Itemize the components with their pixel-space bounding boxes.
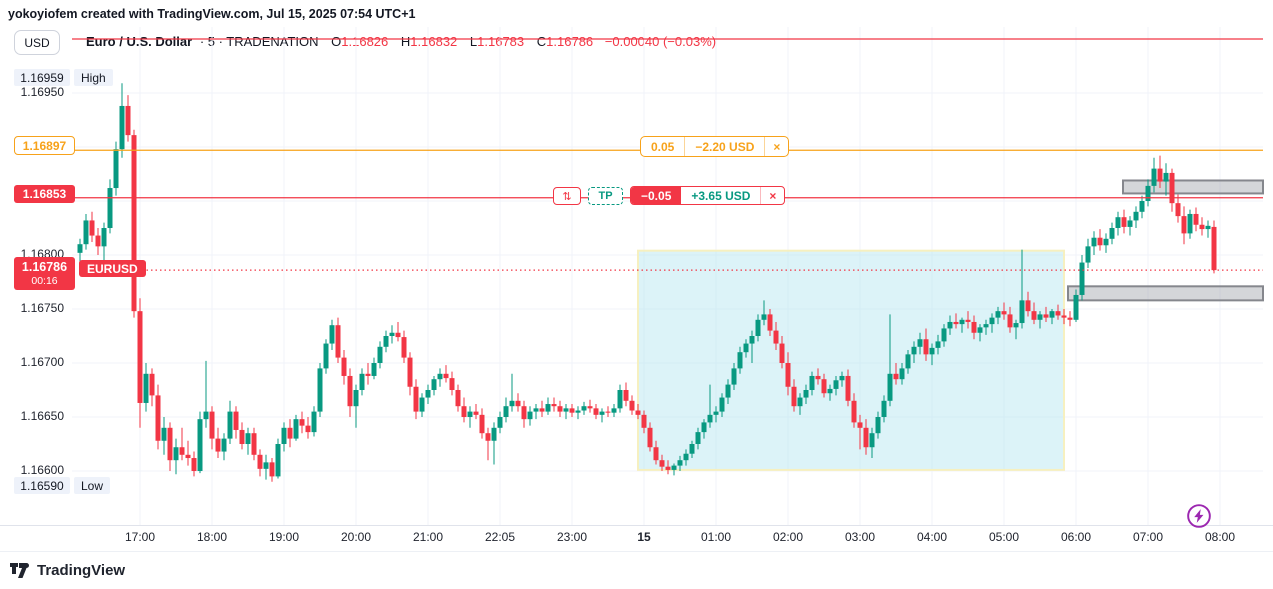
footer-separator [0, 551, 1273, 552]
change-value: −0.00040 (−0.03%) [604, 34, 717, 49]
attribution-text: yokoyiofem created with TradingView.com,… [8, 7, 416, 21]
tp-qty[interactable]: −0.05 [631, 187, 682, 204]
limit-order-pill[interactable]: 0.05 −2.20 USD × [640, 136, 790, 157]
time-axis-label: 02:00 [772, 530, 804, 544]
limit-order-qty[interactable]: 0.05 [641, 137, 686, 156]
time-axis-label: 08:00 [1204, 530, 1236, 544]
price-axis-label: 1.16750 [20, 301, 64, 315]
price-axis-label: 1.16600 [20, 463, 64, 477]
low-tag: Low [74, 477, 111, 494]
high-price-label: 1.16959 [14, 69, 70, 86]
time-axis-label: 03:00 [844, 530, 876, 544]
high-tag: High [74, 69, 113, 86]
ohlc-close: C1.16786 [536, 34, 594, 49]
symbol-meta: · 5 · TRADENATION [199, 34, 319, 49]
ohlc-open: O1.16826 [331, 34, 389, 49]
time-axis-label: 23:00 [556, 530, 588, 544]
time-axis-label: 04:00 [916, 530, 948, 544]
time-axis-label: 18:00 [196, 530, 228, 544]
time-axis-label: 15 [637, 530, 651, 544]
lightning-bolt-icon [1187, 504, 1211, 528]
limit-order-close-icon[interactable]: × [773, 139, 781, 154]
tradingview-logo-icon [10, 563, 29, 578]
reverse-position-button[interactable]: ⇅ [553, 187, 581, 205]
chart-zones [637, 179, 1264, 471]
market-status-button[interactable] [1186, 503, 1212, 529]
time-axis-label: 01:00 [700, 530, 732, 544]
symbol-header: Euro / U.S. Dollar · 5 · TRADENATION O1.… [86, 34, 716, 49]
limit-order-price-label: 1.16897 [14, 136, 75, 155]
last-price-label: 1.16786 00:16 [14, 257, 75, 290]
take-profit-price-label: 1.16853 [14, 185, 75, 203]
symbol-tag-label: EURUSD [79, 260, 146, 277]
currency-toggle-button[interactable]: USD [14, 30, 60, 55]
time-axis-label: 20:00 [340, 530, 372, 544]
tp-close-icon[interactable]: × [769, 188, 777, 203]
bar-countdown: 00:16 [31, 274, 58, 287]
time-axis-separator [0, 525, 1273, 526]
time-axis-label: 07:00 [1132, 530, 1164, 544]
take-profit-pill[interactable]: −0.05 +3.65 USD × [630, 186, 786, 205]
time-axis-label: 17:00 [124, 530, 156, 544]
tp-pnl: +3.65 USD [681, 187, 762, 204]
time-axis-label: 22:05 [484, 530, 516, 544]
ohlc-high: H1.16832 [400, 34, 458, 49]
time-axis-label: 06:00 [1060, 530, 1092, 544]
low-price-label: 1.16590 [14, 477, 70, 494]
last-price-value: 1.16786 [21, 259, 68, 274]
price-axis-label: 1.16650 [20, 409, 64, 423]
ohlc-low: L1.16783 [469, 34, 525, 49]
grid-lines [72, 27, 1263, 525]
session-highlight [637, 249, 1065, 471]
reverse-arrows-icon: ⇅ [562, 190, 572, 203]
price-axis-label: 1.16950 [20, 85, 64, 99]
limit-order-pnl: −2.20 USD [685, 137, 766, 156]
demand-zone [1067, 285, 1264, 302]
tp-tag-button[interactable]: TP [588, 187, 623, 205]
tradingview-logo-text: TradingView [37, 562, 126, 579]
price-axis-label: 1.16700 [20, 355, 64, 369]
time-axis-label: 05:00 [988, 530, 1020, 544]
time-axis-label: 19:00 [268, 530, 300, 544]
time-axis-label: 21:00 [412, 530, 444, 544]
symbol-name[interactable]: Euro / U.S. Dollar [86, 34, 193, 49]
tradingview-logo[interactable]: TradingView [10, 562, 125, 579]
supply-zone [1122, 179, 1264, 195]
